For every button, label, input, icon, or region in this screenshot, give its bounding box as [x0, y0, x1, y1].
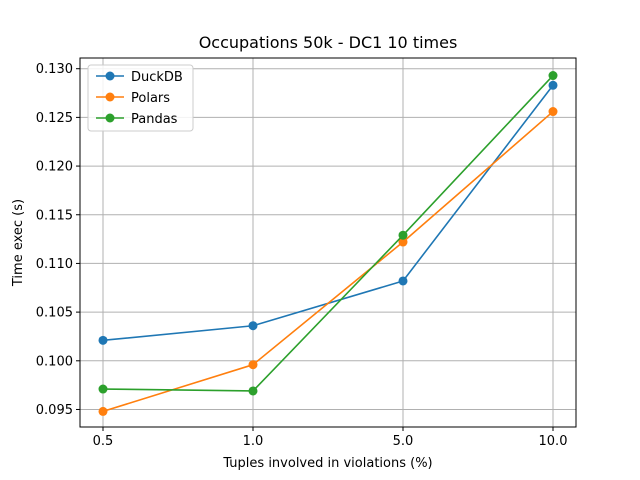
data-point-pandas [98, 384, 108, 394]
data-point-pandas [248, 386, 258, 396]
y-tick-label: 0.130 [36, 62, 73, 77]
legend-label: Pandas [131, 112, 178, 127]
series-line-pandas [102, 74, 554, 392]
data-point-duckdb [98, 335, 108, 345]
x-ticks: 0.5 1.0 5.0 10.0 [93, 427, 568, 449]
y-tick-label: 0.100 [36, 354, 73, 369]
legend: DuckDB Polars Pandas [87, 64, 194, 132]
x-tick-label: 1.0 [243, 434, 264, 449]
y-tick-label: 0.115 [36, 208, 73, 223]
y-ticks: 0.095 0.100 0.105 0.110 0.115 0.120 0.125 0.130 [36, 62, 80, 418]
data-point-pandas [548, 71, 558, 81]
legend-label: Polars [131, 91, 170, 106]
x-axis-label: Tuples involved in violations (%) [222, 456, 432, 471]
legend-item-pandas: Pandas [96, 112, 178, 127]
series-line-polars [102, 110, 554, 413]
data-point-duckdb [398, 276, 408, 286]
data-point-polars [548, 107, 558, 117]
data-point-polars [398, 237, 408, 247]
plot-frame [79, 57, 577, 428]
y-tick-label: 0.110 [36, 257, 73, 272]
legend-item-polars: Polars [96, 91, 170, 106]
y-tick-label: 0.120 [36, 160, 73, 175]
legend-swatch-marker [105, 113, 115, 123]
data-point-polars [248, 360, 258, 370]
x-tick-label: 5.0 [393, 434, 414, 449]
legend-item-duckdb: DuckDB [96, 70, 183, 85]
y-axis-label: Time exec (s) [11, 199, 26, 287]
series-pandas [98, 71, 558, 396]
data-point-polars [98, 406, 108, 416]
legend-swatch-marker [105, 71, 115, 81]
legend-swatch-marker [105, 92, 115, 102]
data-point-pandas [398, 230, 408, 240]
y-tick-label: 0.095 [36, 403, 73, 418]
legend-box [87, 64, 194, 132]
x-tick-label: 0.5 [93, 434, 114, 449]
data-point-duckdb [248, 321, 258, 331]
y-tick-label: 0.125 [36, 111, 73, 126]
legend-label: DuckDB [131, 70, 183, 85]
x-tick-label: 10.0 [539, 434, 568, 449]
data-point-duckdb [548, 80, 558, 90]
chart-title: Occupations 50k - DC1 10 times [199, 33, 458, 52]
series-lines [98, 71, 558, 416]
series-polars [98, 107, 558, 416]
y-tick-label: 0.105 [36, 306, 73, 321]
